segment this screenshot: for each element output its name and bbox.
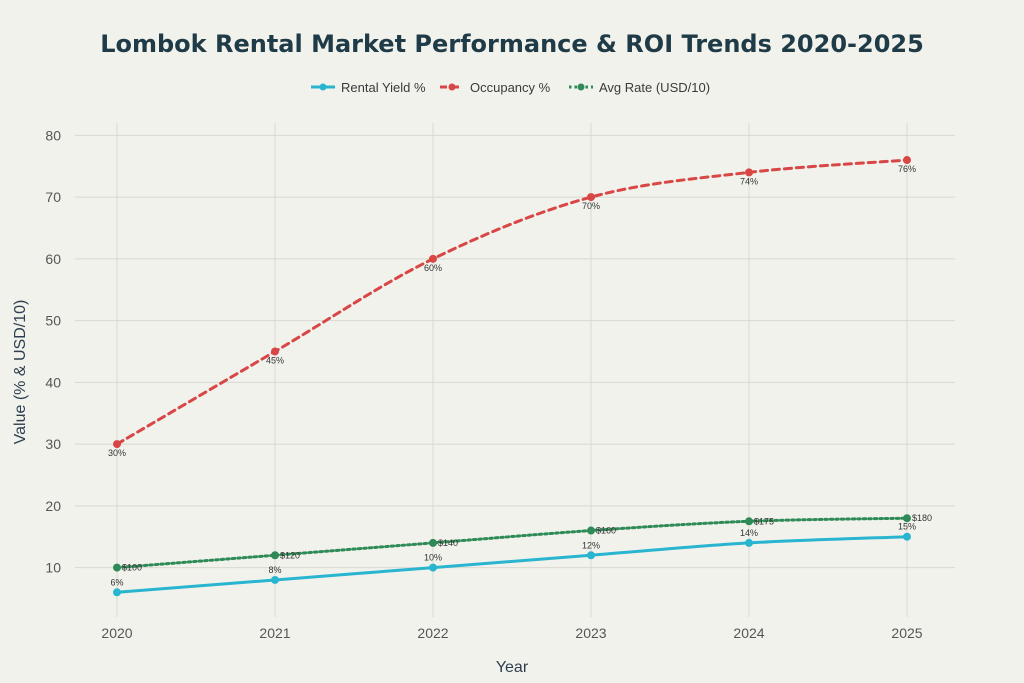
data-point	[745, 517, 753, 526]
x-tick-label: 2024	[733, 625, 764, 641]
series-rental-yield: 6% 8% 10% 12% 14% 15%	[110, 522, 916, 597]
y-axis: 10 20 30 40 50 60 70 80	[45, 127, 61, 575]
series-line-rental-yield	[115, 535, 909, 594]
data-label: $180	[912, 513, 932, 523]
data-point	[903, 156, 911, 165]
chart-title: Lombok Rental Market Performance & ROI T…	[100, 30, 924, 58]
data-label: 74%	[740, 176, 758, 186]
data-label: 70%	[582, 201, 600, 211]
data-label: 30%	[108, 448, 126, 458]
data-point	[113, 563, 121, 572]
x-tick-label: 2023	[575, 625, 606, 641]
y-tick-label: 60	[45, 251, 61, 267]
legend: Rental Yield % Occupancy % Avg Rate (USD/1…	[311, 80, 710, 95]
series-avg-rate-usd-10: $100 $120 $140 $160 $175 $180	[113, 513, 932, 573]
data-point	[271, 347, 279, 356]
data-point	[587, 193, 595, 202]
x-axis: 2020 2021 2022 2023 2024 2025	[101, 625, 922, 641]
data-point	[903, 514, 911, 523]
legend-label: Occupancy %	[470, 80, 551, 95]
data-point	[745, 538, 753, 547]
data-label: $140	[438, 538, 458, 548]
data-label: 14%	[740, 528, 758, 538]
data-label: 76%	[898, 164, 916, 174]
y-tick-label: 20	[45, 498, 61, 514]
data-label: 8%	[268, 565, 281, 575]
x-tick-label: 2022	[417, 625, 448, 641]
data-point	[113, 588, 121, 597]
legend-marker	[577, 83, 585, 91]
data-label: 60%	[424, 263, 442, 273]
legend-item-occupancy: Occupancy %	[440, 80, 551, 95]
data-point	[429, 254, 437, 263]
grid	[75, 123, 955, 617]
y-axis-title: Value (% & USD/10)	[12, 300, 29, 445]
data-label: 45%	[266, 355, 284, 365]
series-occupancy: 30% 45% 60% 70% 74% 76%	[108, 156, 916, 458]
legend-item-avg-rate-usd-10: Avg Rate (USD/10)	[569, 80, 710, 95]
series-line-occupancy	[115, 158, 909, 446]
y-tick-label: 80	[45, 127, 61, 143]
y-tick-label: 10	[45, 560, 61, 576]
data-label: $100	[122, 563, 142, 573]
legend-label: Avg Rate (USD/10)	[599, 80, 710, 95]
legend-marker	[319, 83, 327, 91]
data-point	[429, 563, 437, 572]
x-tick-label: 2025	[891, 625, 922, 641]
data-point	[271, 575, 279, 584]
data-label: $160	[596, 526, 616, 536]
y-tick-label: 50	[45, 313, 61, 329]
legend-item-rental-yield: Rental Yield %	[311, 80, 426, 95]
data-label: $175	[754, 516, 774, 526]
data-label: 12%	[582, 540, 600, 550]
data-point	[745, 168, 753, 177]
data-label: $120	[280, 550, 300, 560]
x-tick-label: 2020	[101, 625, 132, 641]
x-axis-title: Year	[496, 659, 529, 676]
x-tick-label: 2021	[259, 625, 290, 641]
data-point	[113, 440, 121, 449]
y-tick-label: 40	[45, 374, 61, 390]
data-point	[903, 532, 911, 541]
data-point	[587, 551, 595, 560]
plot-area: 6%8%10%12%14%15%30%45%60%70%74%76%$100$1…	[108, 156, 932, 597]
data-label: 10%	[424, 553, 442, 563]
y-tick-label: 30	[45, 436, 61, 452]
y-tick-label: 70	[45, 189, 61, 205]
legend-marker	[448, 83, 456, 91]
legend-label: Rental Yield %	[341, 80, 426, 95]
data-label: 6%	[110, 577, 123, 587]
data-point	[587, 526, 595, 535]
series-line-avg-rate-usd-10	[115, 516, 909, 570]
data-point	[429, 538, 437, 547]
data-point	[271, 551, 279, 560]
data-label: 15%	[898, 522, 916, 532]
